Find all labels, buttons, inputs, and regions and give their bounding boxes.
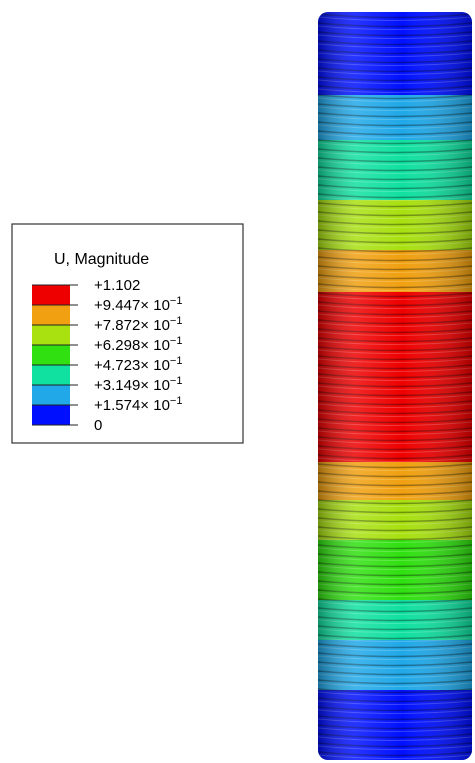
legend-color	[32, 365, 70, 385]
page: U, Magnitude +1.102+9.447× 10−1+7.872× 1…	[0, 0, 475, 763]
legend-color	[32, 345, 70, 365]
legend-label: +7.872× 10−1	[94, 315, 182, 334]
label-exponent: −1	[170, 335, 183, 347]
legend-label: +3.149× 10−1	[94, 375, 182, 394]
label-text: +1.574× 10	[94, 397, 170, 414]
label-exponent: −1	[170, 395, 183, 407]
label-text: +1.102	[94, 277, 140, 294]
label-text: +3.149× 10	[94, 377, 170, 394]
legend-label: +9.447× 10−1	[94, 295, 182, 314]
legend-label: +1.102	[94, 277, 140, 294]
label-text: +9.447× 10	[94, 297, 170, 314]
label-text: +4.723× 10	[94, 357, 170, 374]
legend-label: +4.723× 10−1	[94, 355, 182, 374]
label-exponent: −1	[170, 295, 183, 307]
label-exponent: −1	[170, 355, 183, 367]
legend-color	[32, 385, 70, 405]
legend-label: +1.574× 10−1	[94, 395, 182, 414]
label-text: +7.872× 10	[94, 317, 170, 334]
figure: U, Magnitude +1.102+9.447× 10−1+7.872× 1…	[0, 0, 475, 763]
legend-color	[32, 305, 70, 325]
label-text: 0	[94, 417, 102, 434]
label-text: +6.298× 10	[94, 337, 170, 354]
label-exponent: −1	[170, 315, 183, 327]
cylinder-shade	[318, 12, 472, 760]
legend-label: +6.298× 10−1	[94, 335, 182, 354]
cylinder	[318, 12, 472, 761]
legend-label: 0	[94, 417, 102, 434]
legend-color	[32, 405, 70, 425]
label-exponent: −1	[170, 375, 183, 387]
legend-title: U, Magnitude	[54, 251, 149, 268]
legend-color	[32, 285, 70, 305]
legend-color	[32, 325, 70, 345]
